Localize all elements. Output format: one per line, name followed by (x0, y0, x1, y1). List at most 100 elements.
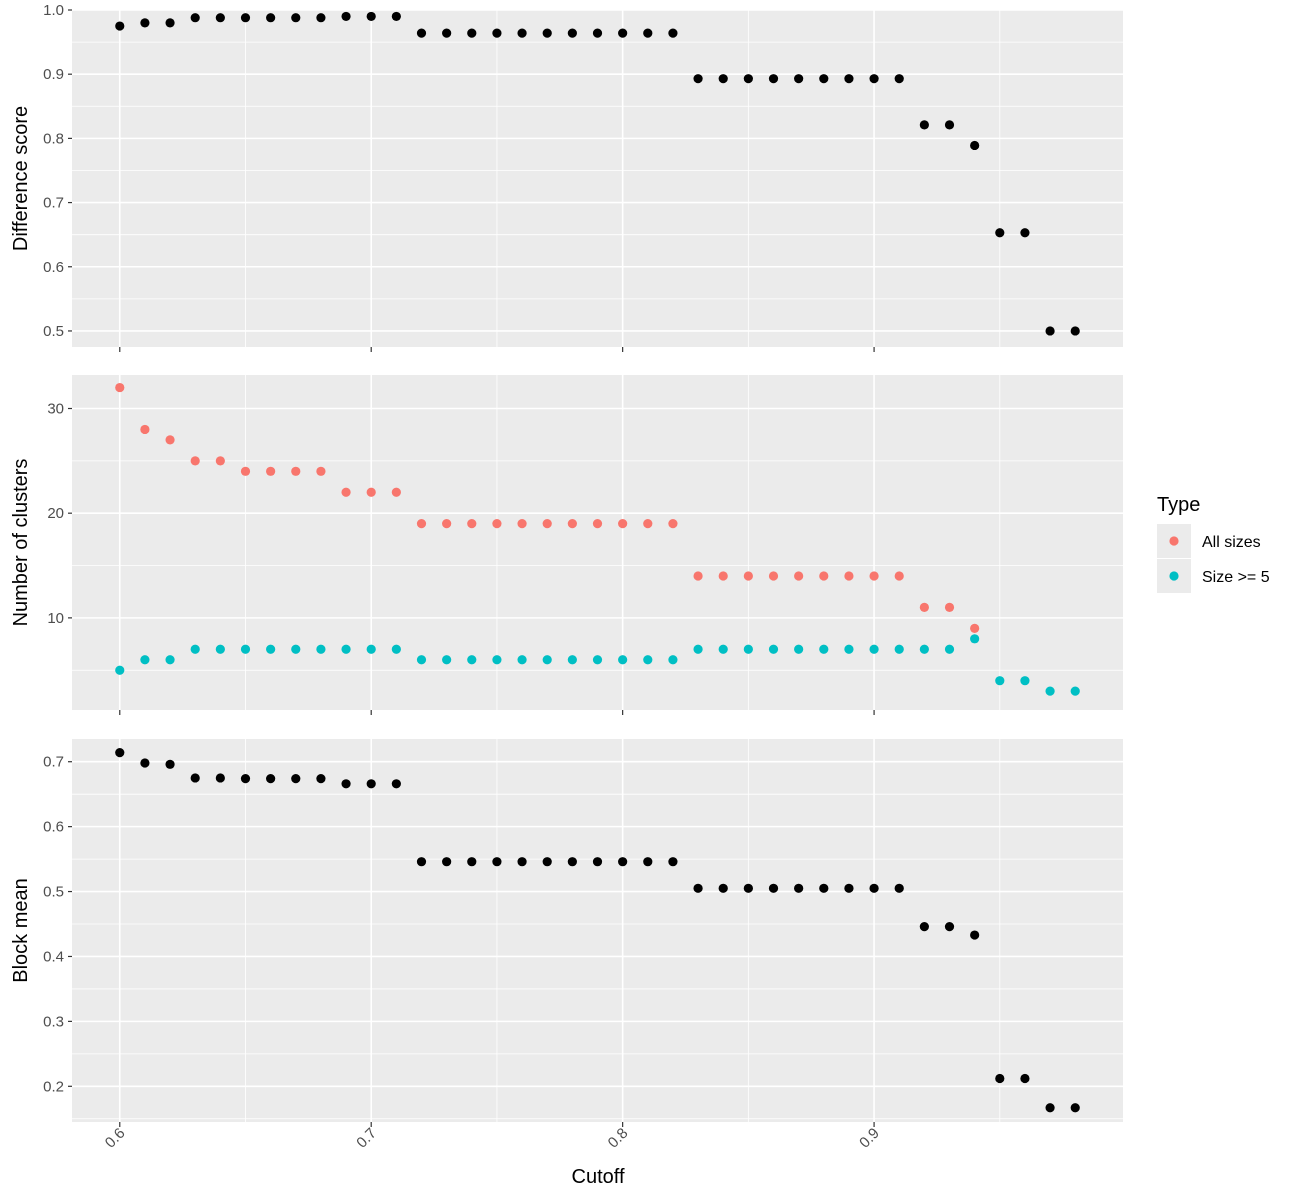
x-axis-title: Cutoff (572, 1166, 625, 1188)
data-point (467, 28, 477, 38)
data-point (592, 857, 603, 867)
data-point (115, 665, 125, 675)
data-point (291, 466, 301, 476)
data-point (618, 519, 628, 529)
data-point (643, 519, 653, 529)
panel-1: 0.5 0.6 0.7 0.8 0.9 1.0 Difference score (10, 2, 1123, 352)
data-point (140, 424, 150, 435)
data-point (316, 13, 326, 23)
data-point (517, 655, 527, 665)
data-point (391, 779, 401, 789)
data-point (266, 13, 276, 23)
data-point (894, 883, 904, 893)
data-point (442, 655, 452, 665)
data-point (492, 519, 502, 529)
data-point (618, 857, 628, 867)
data-point (542, 655, 552, 665)
data-point (718, 644, 728, 654)
data-point (643, 857, 653, 867)
panel-background (72, 739, 1123, 1122)
data-point (970, 623, 980, 633)
y-tick-label: 0.6 (43, 259, 64, 276)
data-point (995, 1073, 1005, 1084)
panel-3: 0.2 0.3 0.4 0.5 0.6 0.7 Block mean 0.6 0.7 0.8 0.9 (10, 739, 1123, 1152)
data-point (618, 655, 628, 665)
legend-label-all-sizes: All sizes (1202, 534, 1261, 551)
data-point (1045, 326, 1055, 336)
data-point (341, 644, 351, 654)
y-axis-title: Block mean (10, 878, 32, 983)
x-tick-label: 0.9 (856, 1125, 883, 1152)
data-point (995, 676, 1005, 686)
data-point (115, 748, 125, 758)
data-point (115, 382, 125, 393)
data-point (366, 779, 376, 789)
legend-entry-all-sizes: All sizes (1157, 524, 1261, 558)
data-point (794, 74, 804, 84)
data-point (693, 74, 703, 84)
series-all-sizes (115, 382, 980, 633)
data-point (467, 655, 477, 665)
data-point (291, 644, 301, 654)
data-point (416, 655, 427, 665)
y-tick-label: 0.7 (43, 195, 64, 212)
y-tick-label: 10 (47, 610, 64, 627)
panel-2: 10 20 30 Number of clusters (10, 375, 1123, 715)
data-point (140, 758, 150, 768)
data-point (391, 487, 401, 497)
data-point (844, 74, 854, 84)
data-point (844, 883, 854, 893)
legend-label-size-ge-5: Size >= 5 (1202, 569, 1270, 586)
data-point (1070, 686, 1080, 696)
data-point (215, 644, 225, 654)
data-point (165, 759, 175, 769)
data-point (1045, 686, 1055, 696)
data-point (894, 74, 904, 84)
panel-background (72, 10, 1123, 347)
data-point (919, 922, 929, 932)
data-point (743, 571, 753, 581)
legend-title: Type (1157, 494, 1200, 516)
data-point (668, 655, 678, 665)
data-point (416, 28, 427, 38)
data-point (919, 644, 929, 654)
data-point (944, 644, 955, 654)
data-point (266, 644, 276, 654)
data-point (366, 11, 376, 22)
data-point (970, 140, 980, 151)
data-point (215, 13, 225, 23)
data-point (140, 18, 150, 28)
data-point (190, 773, 200, 783)
data-point (567, 655, 577, 665)
x-tick-label: 0.6 (102, 1125, 129, 1152)
data-point (1020, 676, 1030, 686)
data-point (442, 857, 452, 867)
data-point (442, 519, 452, 529)
data-point (316, 466, 326, 476)
data-point (391, 644, 401, 654)
data-point (517, 28, 527, 38)
data-point (240, 773, 251, 784)
y-axis-title: Number of clusters (10, 459, 32, 627)
panels: 0.5 0.6 0.7 0.8 0.9 1.0 Difference score 10 20 30… (10, 2, 1123, 1152)
data-point (517, 857, 527, 867)
data-point (240, 644, 251, 654)
data-point (492, 655, 502, 665)
data-point (668, 519, 678, 529)
y-tick-label: 0.4 (43, 948, 64, 965)
data-point (391, 11, 401, 22)
data-point (291, 13, 301, 23)
data-point (693, 883, 703, 893)
data-point (190, 456, 200, 466)
data-point (693, 644, 703, 654)
data-point (140, 655, 150, 665)
legend: Type All sizes Size >= 5 (1157, 494, 1270, 593)
data-point (592, 655, 603, 665)
data-point (416, 857, 427, 867)
legend-swatch-size-ge-5 (1169, 571, 1179, 581)
data-point (643, 28, 653, 38)
data-point (618, 28, 628, 38)
data-point (492, 857, 502, 867)
series-size-5 (115, 634, 1080, 696)
data-point (592, 28, 603, 38)
